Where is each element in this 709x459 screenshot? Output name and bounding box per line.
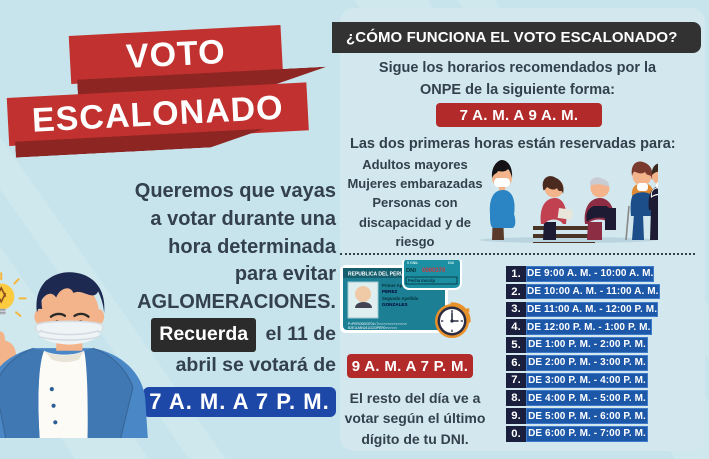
svg-text:DNI: DNI xyxy=(406,268,416,274)
svg-text:DUI: DUI xyxy=(448,261,454,265)
svg-text:GONZALES: GONZALES xyxy=(382,302,408,307)
svg-text:0 CNIL: 0 CNIL xyxy=(407,261,419,265)
svg-text:PEREZ: PEREZ xyxy=(382,289,398,294)
svg-text:Segundo Apellido: Segundo Apellido xyxy=(382,296,419,301)
svg-text:Fecha Inscrip: Fecha Inscrip xyxy=(408,278,435,283)
svg-text:B2E1148N2411C03PER0<<<<<<: B2E1148N2411C03PER0<<<<<< xyxy=(348,326,397,330)
svg-text:REPUBLICA DEL PERU: REPUBLICA DEL PERU xyxy=(348,272,404,278)
svg-text:0000370: 0000370 xyxy=(422,268,446,274)
